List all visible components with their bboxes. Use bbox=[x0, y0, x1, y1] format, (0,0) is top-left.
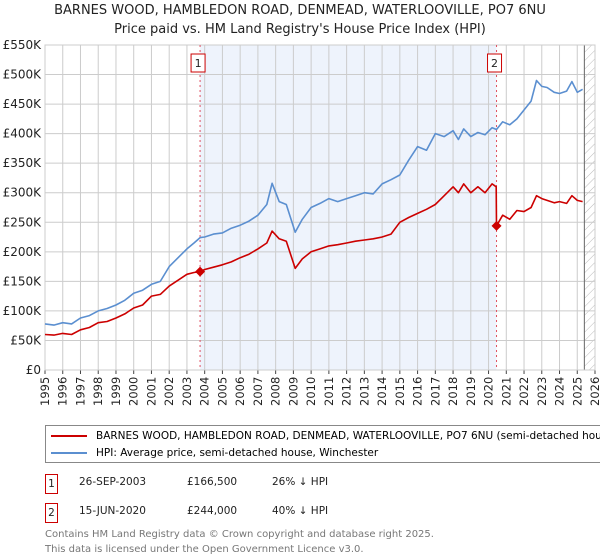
x-tick-label: 2024 bbox=[553, 377, 567, 406]
x-tick-label: 2013 bbox=[357, 377, 371, 406]
chart-subtitle: Price paid vs. HM Land Registry's House … bbox=[114, 22, 486, 37]
x-tick-label: 1997 bbox=[73, 377, 87, 406]
x-tick-label: 1995 bbox=[38, 377, 52, 406]
legend-item-property: BARNES WOOD, HAMBLEDON ROAD, DENMEAD, WA… bbox=[46, 428, 600, 444]
chart-title: BARNES WOOD, HAMBLEDON ROAD, DENMEAD, WA… bbox=[54, 3, 546, 18]
y-tick-label: £300K bbox=[3, 186, 43, 200]
x-tick-label: 2015 bbox=[393, 377, 407, 406]
legend-line-hpi bbox=[51, 452, 87, 454]
marker-1-box bbox=[190, 53, 206, 73]
x-tick-label: 2001 bbox=[144, 377, 158, 406]
y-tick-label: £250K bbox=[3, 215, 43, 229]
x-tick-label: 2018 bbox=[446, 377, 460, 406]
x-tick-label: 2004 bbox=[198, 377, 212, 406]
x-tick-label: 1998 bbox=[91, 377, 105, 406]
x-tick-label: 2019 bbox=[464, 377, 478, 406]
x-tick-label: 2009 bbox=[286, 377, 300, 406]
x-tick-label: 2010 bbox=[304, 377, 318, 406]
plot-border bbox=[44, 44, 596, 371]
x-tick-label: 2006 bbox=[233, 377, 247, 406]
x-tick-label: 2007 bbox=[251, 377, 265, 406]
x-tick-label: 2022 bbox=[517, 377, 531, 406]
sale-point-2 bbox=[491, 220, 502, 231]
y-tick-label: £550K bbox=[3, 38, 43, 52]
transaction-price: £244,000 bbox=[187, 505, 238, 517]
marker-1-label: 1 bbox=[195, 57, 202, 70]
transaction-delta: 26% ↓ HPI bbox=[272, 476, 329, 488]
x-tick-label: 2005 bbox=[215, 377, 229, 406]
transaction-price: £166,500 bbox=[187, 476, 238, 488]
property-price-line bbox=[44, 183, 583, 336]
x-tick-label: 2003 bbox=[180, 377, 194, 406]
x-tick-label: 2011 bbox=[322, 377, 336, 406]
hpi-line bbox=[44, 79, 583, 326]
y-tick-label: £450K bbox=[3, 97, 43, 111]
x-tick-label: 2000 bbox=[127, 377, 141, 406]
x-tick-label: 2008 bbox=[269, 377, 283, 406]
y-tick-label: £0 bbox=[26, 363, 41, 377]
transaction-number: 2 bbox=[45, 503, 58, 523]
y-tick-label: £500K bbox=[3, 68, 43, 82]
y-tick-label: £100K bbox=[3, 304, 43, 318]
price-chart: 1995 1996 1997 1998 1999 2000 2001 2002 2003 2004… bbox=[3, 38, 600, 406]
y-tick-label: £350K bbox=[3, 156, 43, 170]
legend-item-hpi: HPI: Average price, semi-detached house,… bbox=[46, 445, 378, 461]
transaction-date: 15-JUN-2020 bbox=[79, 505, 146, 517]
x-tick-label: 2026 bbox=[588, 377, 600, 406]
footer-licence: This data is licensed under the Open Gov… bbox=[45, 544, 364, 555]
y-tick-label: £400K bbox=[3, 127, 43, 141]
y-tick-label: £200K bbox=[3, 245, 43, 259]
x-tick-label: 2002 bbox=[162, 377, 176, 406]
x-tick-label: 2017 bbox=[428, 377, 442, 406]
transaction-number: 1 bbox=[45, 474, 58, 494]
x-tick-label: 1996 bbox=[56, 377, 70, 406]
x-tick-label: 2025 bbox=[570, 377, 584, 406]
legend: BARNES WOOD, HAMBLEDON ROAD, DENMEAD, WA… bbox=[45, 425, 600, 463]
hatched-future-region bbox=[584, 45, 595, 370]
x-tick-label: 2020 bbox=[482, 377, 496, 406]
sale-point-1 bbox=[195, 266, 206, 277]
shaded-ownership-period bbox=[200, 45, 497, 370]
x-tick-label: 2012 bbox=[340, 377, 354, 406]
footer-copyright: Contains HM Land Registry data © Crown c… bbox=[45, 529, 434, 540]
marker-2-label: 2 bbox=[491, 57, 498, 70]
x-tick-label: 1999 bbox=[109, 377, 123, 406]
x-tick-label: 2023 bbox=[535, 377, 549, 406]
legend-line-property bbox=[51, 435, 87, 437]
transaction-date: 26-SEP-2003 bbox=[79, 476, 147, 488]
legend-label-property: BARNES WOOD, HAMBLEDON ROAD, DENMEAD, WA… bbox=[96, 430, 600, 442]
x-tick-label: 2016 bbox=[411, 377, 425, 406]
legend-label-hpi: HPI: Average price, semi-detached house,… bbox=[96, 447, 379, 459]
marker-2-box bbox=[487, 53, 503, 73]
y-tick-label: £50K bbox=[10, 333, 42, 347]
y-tick-label: £150K bbox=[3, 274, 43, 288]
transaction-delta: 40% ↓ HPI bbox=[272, 505, 329, 517]
x-tick-label: 2021 bbox=[499, 377, 513, 406]
x-tick-label: 2014 bbox=[375, 377, 389, 406]
